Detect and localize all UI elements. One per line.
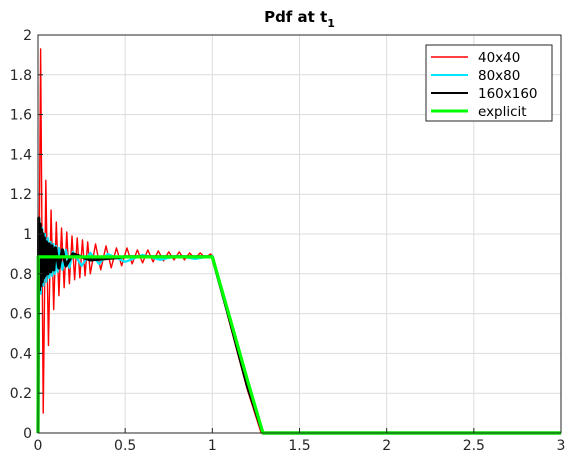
legend: 40x40 80x80 160x160 explicit <box>425 44 553 122</box>
y-tick-label: 1.2 <box>10 187 32 203</box>
chart-title-subscript: 1 <box>327 17 335 30</box>
y-tick-label: 0.8 <box>10 267 32 283</box>
chart-title-main: Pdf at t <box>264 8 327 26</box>
y-tick-label: 2 <box>23 28 32 44</box>
legend-label: 40x40 <box>478 50 520 66</box>
x-tick-label: 2 <box>382 438 391 454</box>
y-tick-label: 0.4 <box>10 346 32 362</box>
x-tick-label: 1.5 <box>288 438 310 454</box>
x-tick-label: 0 <box>34 438 43 454</box>
x-tick-label: 1 <box>208 438 217 454</box>
x-tick-label: 0.5 <box>114 438 136 454</box>
y-tick-label: 1 <box>23 227 32 243</box>
legend-label: 160x160 <box>478 86 538 102</box>
chart-title: Pdf at t1 <box>264 8 335 30</box>
y-tick-label: 0 <box>23 426 32 442</box>
y-tick-label: 0.2 <box>10 386 32 402</box>
legend-label: explicit <box>478 104 527 120</box>
y-tick-label: 1.4 <box>10 147 32 163</box>
ticks: 0 0.5 1 1.5 2 2.5 3 0 0.2 0.4 0.6 0.8 1 1.2 1.4 1.6 1.8 2 <box>10 28 565 454</box>
x-tick-label: 3 <box>557 438 565 454</box>
y-tick-label: 1.8 <box>10 68 32 84</box>
y-tick-label: 1.6 <box>10 108 32 124</box>
y-tick-label: 0.6 <box>10 307 32 323</box>
x-tick-label: 2.5 <box>463 438 485 454</box>
legend-label: 80x80 <box>478 68 520 84</box>
